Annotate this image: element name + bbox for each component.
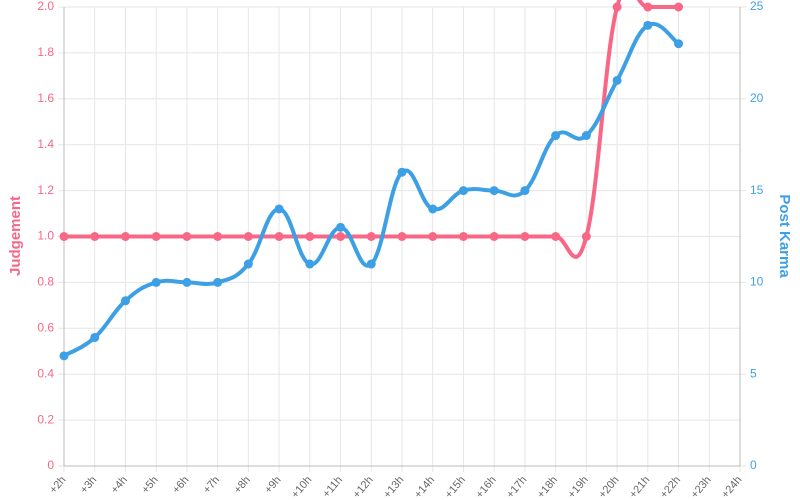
x-tick-label: +21h [627,474,652,500]
point [612,2,622,12]
point [90,232,100,241]
point [243,259,253,269]
point [120,296,130,306]
x-tick-label: +18h [535,474,560,500]
point [581,131,591,141]
y-tick-label: 1.4 [37,137,54,151]
x-tick-label: +3h [78,474,99,496]
point [397,232,407,241]
x-tick-label: +22h [658,474,683,500]
y2-tick-label: 10 [750,275,764,289]
y-tick-label: 1.2 [37,183,54,197]
point [213,232,223,241]
y2-axis-title: Post Karma [776,194,793,278]
x-tick-label: +13h [381,474,406,500]
x-tick-label: +9h [262,474,283,496]
x-tick-label: +2h [47,474,68,496]
x-tick-label: +16h [474,474,499,500]
point [581,232,591,241]
point [458,232,468,241]
point [274,204,284,214]
x-tick-label: +20h [596,474,621,500]
y-tick-label: 2.0 [37,0,54,13]
point [397,167,407,177]
point [458,186,468,196]
y-tick-label: 1.0 [37,229,54,243]
y2-tick-label: 0 [750,458,757,472]
point [182,232,192,241]
x-tick-label: +19h [566,474,591,500]
point [120,232,130,241]
x-tick-label: +4h [109,474,130,496]
point [59,232,69,241]
point [489,186,499,196]
point [151,232,161,241]
y-tick-label: 1.8 [37,45,54,59]
point [274,232,284,241]
point [551,131,561,141]
x-tick-label: +10h [289,474,314,500]
x-tick-label: +5h [140,474,161,496]
x-tick-label: +24h [719,474,744,500]
point [366,259,376,269]
point [305,259,315,269]
point [551,232,561,241]
y2-tick-label: 15 [750,183,764,197]
x-tick-label: +14h [412,474,437,500]
line [64,0,679,259]
point [59,351,69,361]
point [643,2,653,12]
point [674,2,684,12]
x-tick-label: +15h [443,474,468,500]
point [213,277,223,287]
point [428,204,438,214]
point [151,277,161,287]
point [243,232,253,241]
y-tick-label: 0.4 [37,366,54,380]
y-tick-label: 1.6 [37,91,54,105]
y2-tick-label: 25 [750,0,764,13]
x-tick-label: +6h [170,474,191,496]
y2-tick-label: 5 [750,366,757,380]
point [336,222,346,232]
point [489,232,499,241]
x-tick-label: +23h [689,474,714,500]
x-tick-label: +11h [320,474,345,500]
x-tick-label: +8h [232,474,253,496]
point [182,277,192,287]
x-tick-label: +12h [351,474,376,500]
point [520,186,530,196]
point [90,332,100,342]
y-axis-title: Judgement [7,196,24,276]
point [305,232,315,241]
point [612,75,622,85]
point [520,232,530,241]
point [428,232,438,241]
y2-tick-label: 20 [750,91,764,105]
point [336,232,346,241]
point [643,20,653,30]
x-tick-label: +7h [201,474,222,496]
y-tick-label: 0.6 [37,320,54,334]
y-tick-label: 0 [47,458,54,472]
y-tick-label: 0.8 [37,275,54,289]
point [366,232,376,241]
point [674,39,684,49]
y-tick-label: 0.2 [37,412,54,426]
x-tick-label: +17h [504,474,529,500]
